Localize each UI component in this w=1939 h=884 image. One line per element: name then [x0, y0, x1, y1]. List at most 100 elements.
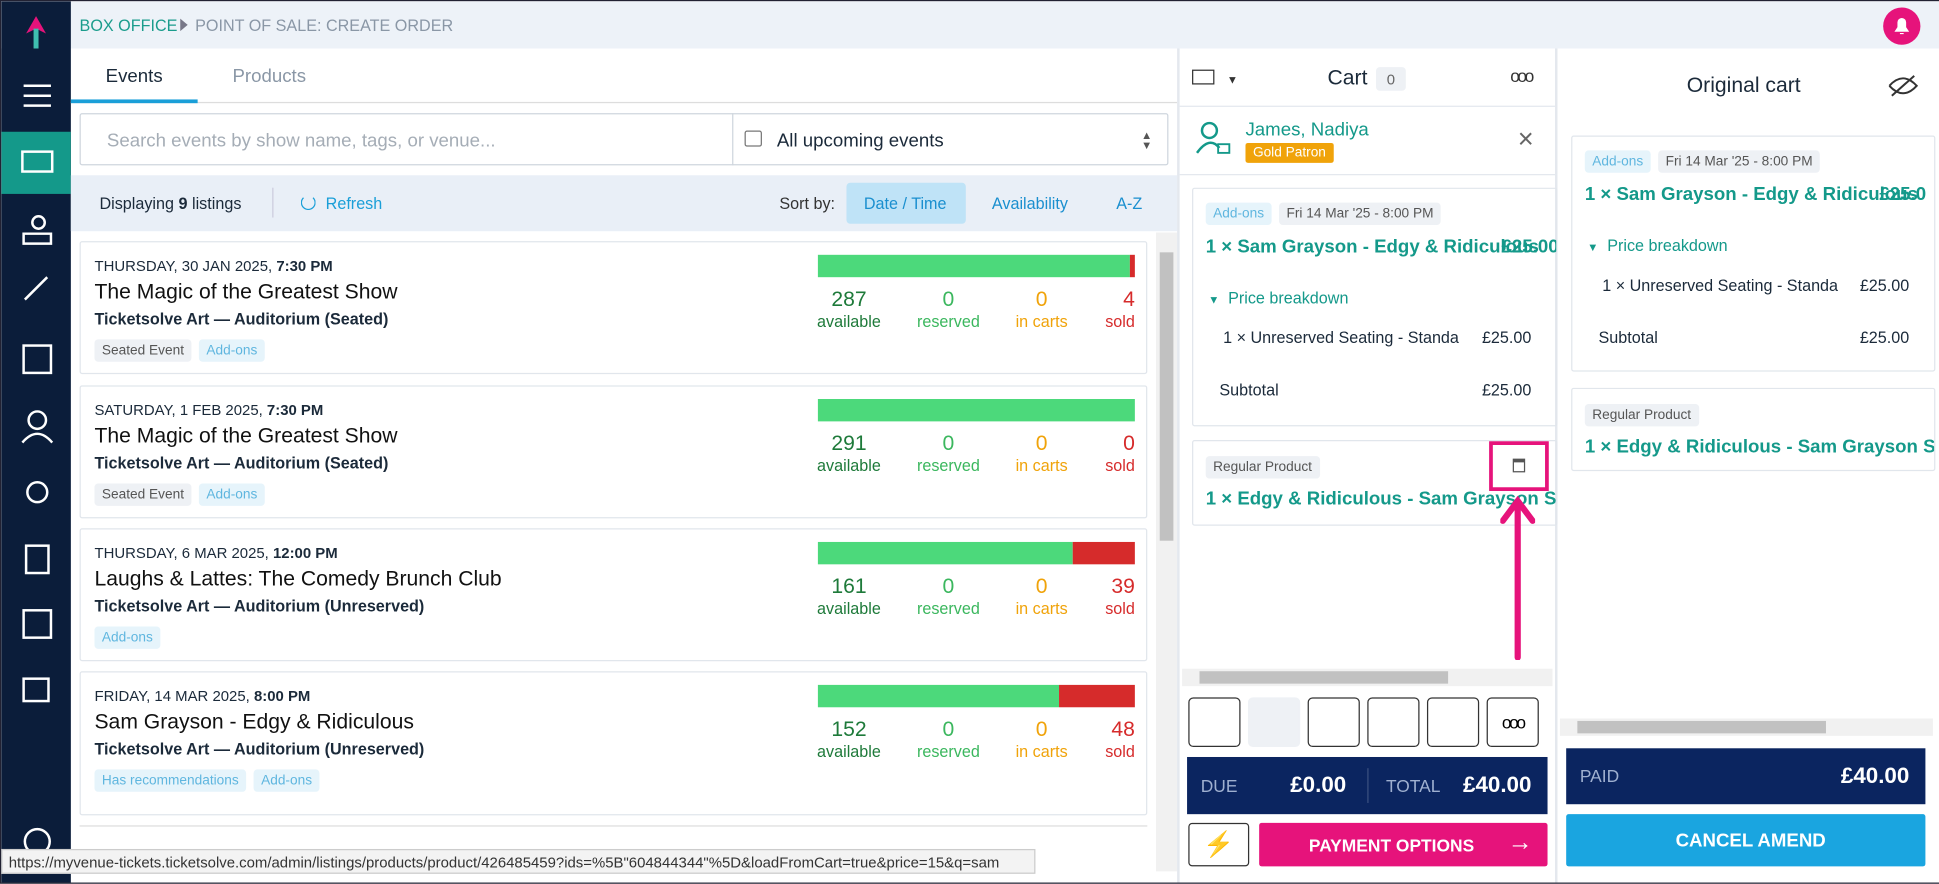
capacity-segment	[1130, 254, 1135, 278]
item-tag: Add-ons	[1584, 150, 1651, 173]
scroll-thumb[interactable]	[1199, 671, 1449, 684]
stat-value: 0	[942, 574, 955, 598]
listing-suffix: listings	[192, 193, 242, 213]
delete-button[interactable]	[1512, 458, 1526, 473]
basket-button[interactable]	[1426, 697, 1480, 748]
event-day: THURSDAY, 6 MAR 2025,	[94, 544, 269, 562]
stat-value: 0	[942, 287, 955, 311]
capacity-segment	[1058, 684, 1135, 708]
divider	[272, 187, 274, 218]
event-venue: Ticketsolve Art — Auditorium (Unreserved…	[94, 596, 425, 616]
event-card[interactable]: THURSDAY, 30 JAN 2025, 7:30 PM The Magic …	[79, 241, 1148, 375]
breadcrumb-root[interactable]: BOX OFFICE	[79, 16, 178, 35]
refresh-icon	[300, 195, 316, 211]
total-label: TOTAL	[1385, 775, 1441, 796]
scroll-thumb[interactable]	[1577, 720, 1826, 734]
ticket-dropdown[interactable]	[1192, 69, 1215, 85]
top-bar	[1, 1, 1939, 49]
event-time: 8:00 PM	[253, 687, 311, 705]
stat-label: in carts	[1015, 311, 1068, 331]
stat-label: sold	[1105, 456, 1135, 475]
payment-arrow: →	[1507, 829, 1533, 857]
capacity-segment	[817, 684, 1059, 708]
total-amount: £40.00	[1463, 771, 1532, 797]
refresh-button[interactable]: Refresh	[325, 193, 383, 213]
event-venue: Ticketsolve Art — Auditorium (Seated)	[94, 309, 389, 329]
listing-bar	[70, 175, 1178, 232]
stat-label: in carts	[1015, 599, 1068, 618]
subtotal: £25.00	[1481, 380, 1532, 400]
paid-amount: £40.00	[1840, 763, 1910, 789]
original-cart-title: Original cart	[1686, 73, 1801, 97]
event-title: The Magic of the Greatest Show	[94, 423, 398, 448]
remove-customer[interactable]: ×	[1517, 123, 1534, 155]
item-tags: Add-ons Fri 14 Mar '25 - 8:00 PM	[1584, 149, 1828, 173]
due-amount: £0.00	[1290, 771, 1347, 797]
divider	[732, 113, 734, 166]
notification-bell[interactable]	[1883, 7, 1921, 45]
paid-label: PAID	[1579, 765, 1620, 786]
promote-button[interactable]	[1367, 697, 1420, 748]
tab-indicator	[70, 99, 198, 104]
breakdown-line: 1 × Unreserved Seating - Standa	[1602, 275, 1839, 295]
capacity-segment	[817, 254, 1131, 278]
customer-row	[1179, 105, 1555, 176]
event-tags: Has recommendations Add-ons	[94, 768, 326, 792]
event-title: Laughs & Lattes: The Comedy Brunch Club	[94, 566, 502, 591]
filter-select[interactable]: All upcoming events	[776, 130, 944, 152]
stat-value: 287	[831, 287, 867, 311]
event-date: FRIDAY, 14 MAR 2025, 8:00 PM	[94, 687, 310, 704]
breadcrumb-sep	[180, 18, 188, 32]
event-time: 7:30 PM	[266, 401, 324, 419]
event-tag: Has recommendations	[94, 769, 247, 792]
subtotal: £25.00	[1859, 328, 1910, 347]
sort-option[interactable]: Date / Time	[863, 193, 947, 213]
hide-icon[interactable]	[1887, 73, 1919, 98]
event-venue: Ticketsolve Art — Auditorium (Seated)	[94, 453, 389, 473]
cart-menu[interactable]: ooo	[1510, 65, 1534, 86]
capacity-segment	[817, 541, 1074, 565]
event-tag: Add-ons	[198, 339, 265, 362]
customer-name[interactable]: James, Nadiya	[1245, 119, 1369, 141]
dropdown-caret: ▼	[1226, 73, 1238, 86]
event-title: Sam Grayson - Edgy & Ridiculous	[94, 709, 414, 734]
stat-label: available	[817, 311, 881, 331]
breakdown-toggle[interactable]: Price breakdown	[1607, 236, 1728, 255]
stat-value: 161	[831, 574, 867, 598]
stat-value: 0	[942, 431, 955, 455]
customer-icon	[1195, 121, 1231, 154]
event-tag: Add-ons	[198, 483, 265, 506]
scroll-thumb[interactable]	[1159, 252, 1174, 541]
subtotal-label: Subtotal	[1219, 380, 1279, 400]
item-price: £25.00	[1501, 236, 1558, 258]
event-day: FRIDAY, 14 MAR 2025,	[94, 687, 250, 705]
event-date: THURSDAY, 6 MAR 2025, 12:00 PM	[94, 544, 337, 561]
delivery-button[interactable]	[1307, 697, 1360, 748]
item-price: £25.0	[1879, 183, 1927, 206]
sort-option[interactable]: A-Z	[1116, 193, 1143, 213]
tab-products[interactable]: Products	[232, 65, 307, 88]
notes-button[interactable]	[1247, 697, 1301, 748]
breakdown-caret: ▼	[1208, 293, 1220, 306]
event-card[interactable]: THURSDAY, 6 MAR 2025, 12:00 PM Laughs & L…	[79, 528, 1148, 662]
quick-pay[interactable]: ⚡	[1188, 822, 1250, 867]
more-button[interactable]: ooo	[1486, 697, 1539, 748]
item-tag: Add-ons	[1205, 202, 1272, 225]
event-venue: Ticketsolve Art — Auditorium (Unreserved…	[94, 739, 425, 759]
breakdown-line: 1 × Unreserved Seating - Standa	[1223, 328, 1459, 347]
event-day: THURSDAY, 30 JAN 2025,	[94, 257, 273, 275]
discount-button[interactable]	[1188, 697, 1241, 748]
search-input[interactable]: Search events by show name, tags, or ven…	[106, 130, 496, 152]
event-tag: Add-ons	[94, 626, 161, 649]
payment-button[interactable]	[1259, 822, 1548, 867]
cancel-button[interactable]	[1566, 814, 1926, 867]
tab-events[interactable]: Events	[105, 65, 163, 88]
event-card[interactable]: SATURDAY, 1 FEB 2025, 7:30 PM The Magic o…	[79, 385, 1148, 519]
cart-item: Regular Product 1 × Edgy & Ridiculous - S…	[1571, 387, 1936, 472]
breakdown-caret: ▼	[1587, 241, 1599, 254]
event-card[interactable]: FRIDAY, 14 MAR 2025, 8:00 PM Sam Grayson …	[79, 671, 1148, 816]
breakdown-toggle[interactable]: Price breakdown	[1228, 288, 1349, 308]
item-title: 1 × Edgy & Ridiculous - Sam Grayson Sign…	[1205, 488, 1558, 510]
sort-option[interactable]: Availability	[991, 193, 1068, 213]
item-title: 1 × Sam Grayson - Edgy & Ridiculous	[1584, 183, 1918, 206]
